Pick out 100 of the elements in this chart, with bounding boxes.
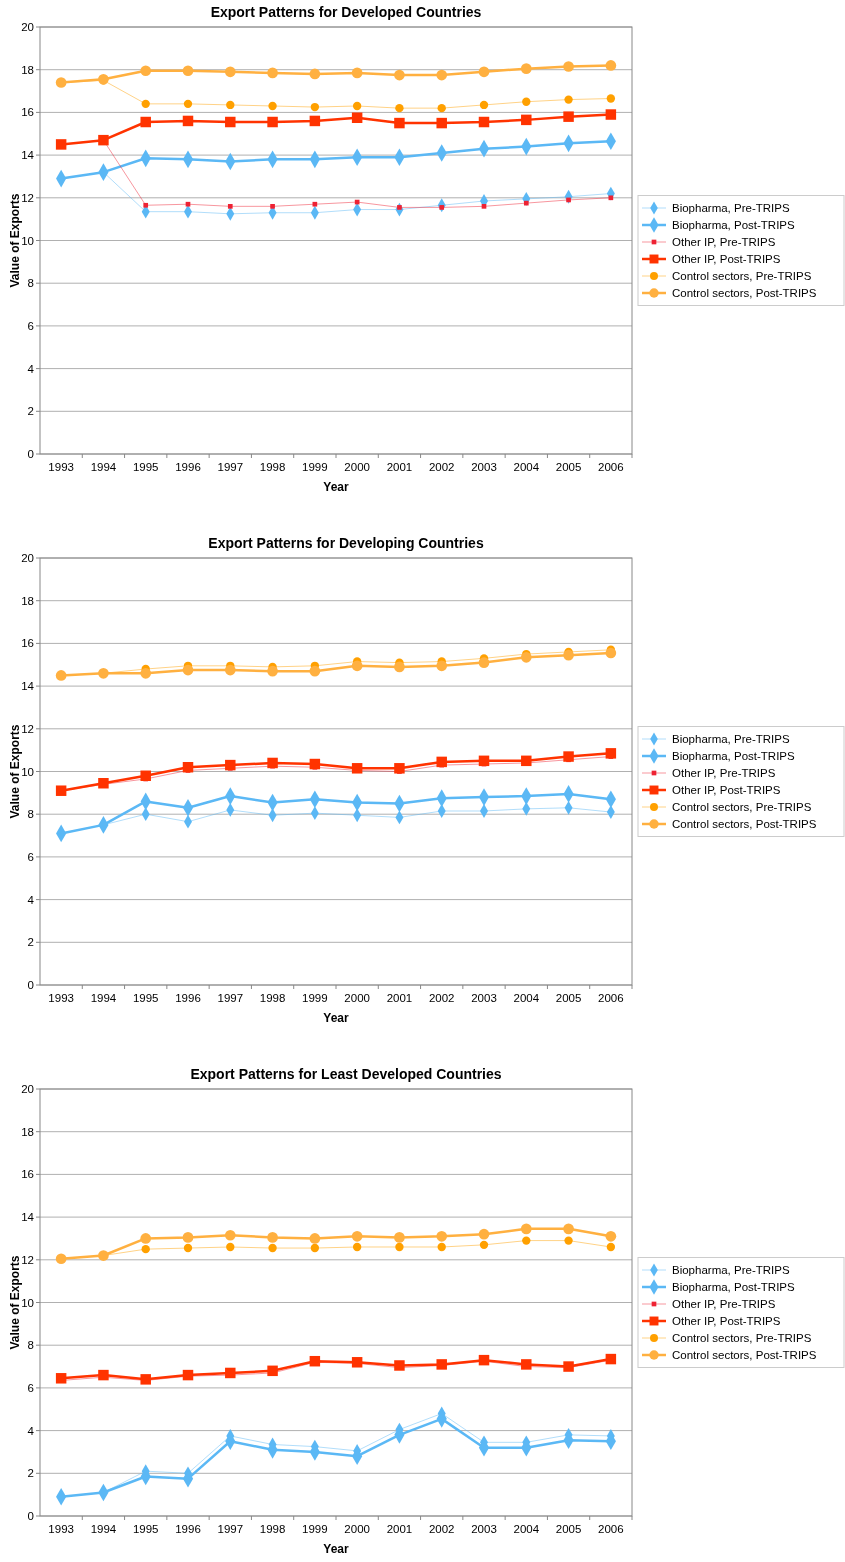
point xyxy=(394,1360,405,1371)
point xyxy=(267,1232,278,1243)
point xyxy=(224,66,236,78)
x-tick-label: 1996 xyxy=(175,461,201,473)
x-tick-label: 1998 xyxy=(259,992,286,1004)
point xyxy=(478,1354,490,1366)
point xyxy=(563,61,574,72)
x-tick-label: 2003 xyxy=(471,461,497,473)
point xyxy=(140,770,151,782)
x-tick-label: 2003 xyxy=(471,992,497,1004)
legend-label: Biopharma, Post-TRIPS xyxy=(672,1281,796,1294)
x-tick-label: 2004 xyxy=(513,992,540,1004)
point xyxy=(436,69,448,81)
x-tick-label: 1994 xyxy=(90,1523,117,1535)
point xyxy=(309,665,321,677)
point xyxy=(182,1369,194,1381)
point xyxy=(394,661,405,673)
x-tick-label: 1999 xyxy=(302,461,328,473)
x-tick-label: 1995 xyxy=(132,1523,159,1535)
point xyxy=(182,1232,194,1243)
x-tick-label: 2006 xyxy=(598,992,624,1004)
x-tick-label: 1997 xyxy=(217,1523,244,1535)
point xyxy=(605,109,617,120)
legend-label: Other IP, Pre-TRIPS xyxy=(672,236,776,249)
point xyxy=(395,1242,404,1252)
point xyxy=(268,1243,277,1253)
chart-title: Export Patterns for Developing Countries xyxy=(208,535,484,551)
point xyxy=(436,660,448,672)
point xyxy=(182,664,194,676)
y-tick-label: 14 xyxy=(21,680,35,693)
x-tick-label: 1995 xyxy=(132,992,159,1004)
y-tick-label: 2 xyxy=(27,936,34,949)
point xyxy=(182,65,194,77)
point xyxy=(351,112,363,123)
point xyxy=(225,1367,236,1379)
y-tick-label: 8 xyxy=(27,808,34,821)
point xyxy=(141,99,150,109)
y-tick-label: 10 xyxy=(21,765,34,778)
point xyxy=(521,1359,532,1370)
point xyxy=(267,67,278,79)
y-tick-label: 14 xyxy=(21,149,35,162)
y-tick-label: 8 xyxy=(27,277,34,290)
point xyxy=(479,1240,489,1250)
point xyxy=(481,203,487,209)
y-tick-label: 18 xyxy=(21,1125,34,1138)
point xyxy=(182,761,194,773)
point xyxy=(564,1236,573,1245)
legend-label: Other IP, Post-TRIPS xyxy=(672,784,781,797)
point xyxy=(140,1374,151,1385)
x-tick-label: 2004 xyxy=(513,1523,540,1535)
x-axis-title: Year xyxy=(323,1011,350,1025)
y-tick-label: 14 xyxy=(21,1211,35,1224)
y-tick-label: 4 xyxy=(27,362,35,375)
x-tick-label: 2000 xyxy=(344,1523,370,1535)
x-tick-label: 2004 xyxy=(513,461,540,473)
point xyxy=(140,116,151,128)
point xyxy=(140,1233,152,1244)
x-tick-label: 2005 xyxy=(555,1523,582,1535)
legend-label: Control sectors, Post-TRIPS xyxy=(672,287,817,300)
point xyxy=(563,649,574,661)
point xyxy=(351,660,363,672)
y-tick-label: 10 xyxy=(21,234,34,247)
point xyxy=(55,1373,67,1384)
point xyxy=(520,1223,532,1235)
point xyxy=(520,651,532,663)
point xyxy=(227,203,233,209)
x-tick-label: 2005 xyxy=(555,992,582,1004)
legend-label: Biopharma, Post-TRIPS xyxy=(672,219,796,232)
legend-label: Control sectors, Pre-TRIPS xyxy=(672,1332,812,1345)
point xyxy=(478,657,490,668)
legend-label: Other IP, Post-TRIPS xyxy=(672,1315,781,1328)
point xyxy=(394,117,405,129)
point xyxy=(183,1243,193,1253)
point xyxy=(183,99,193,109)
x-tick-label: 1993 xyxy=(48,461,74,473)
y-tick-label: 0 xyxy=(27,448,34,461)
point xyxy=(351,67,363,79)
y-tick-label: 12 xyxy=(21,722,34,735)
y-tick-label: 4 xyxy=(27,893,35,906)
x-tick-label: 1999 xyxy=(302,1523,328,1535)
point xyxy=(605,748,617,759)
point xyxy=(143,202,149,208)
legend-label: Control sectors, Post-TRIPS xyxy=(672,818,817,831)
x-axis-title: Year xyxy=(323,480,350,494)
y-axis-title: Value of Exports xyxy=(8,193,22,288)
point xyxy=(309,758,321,770)
x-axis-title: Year xyxy=(323,1542,350,1556)
point xyxy=(226,1242,235,1252)
point xyxy=(478,66,490,78)
point xyxy=(608,195,614,201)
legend-label: Biopharma, Post-TRIPS xyxy=(672,750,796,763)
point xyxy=(520,63,532,74)
x-tick-label: 2002 xyxy=(428,992,455,1004)
y-tick-label: 16 xyxy=(21,106,34,119)
point xyxy=(606,1242,616,1252)
point xyxy=(267,757,278,769)
point xyxy=(309,1233,321,1244)
point xyxy=(225,759,236,771)
point xyxy=(351,1357,363,1368)
point xyxy=(478,116,490,128)
